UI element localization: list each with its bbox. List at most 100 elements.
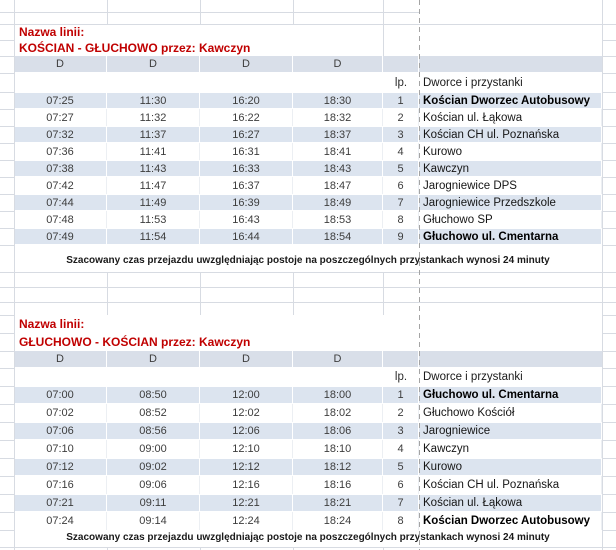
time-cell[interactable]: 16:20 bbox=[200, 93, 293, 108]
stop-cell[interactable]: Kościan CH ul. Poznańska bbox=[419, 127, 602, 142]
time-cell[interactable]: 16:31 bbox=[200, 143, 293, 160]
time-cell[interactable]: 07:38 bbox=[14, 161, 107, 176]
time-cell[interactable]: 18:02 bbox=[293, 404, 383, 422]
time-cell[interactable]: 16:27 bbox=[200, 127, 293, 142]
time-cell[interactable]: 18:30 bbox=[293, 93, 383, 108]
stop-cell[interactable]: Kawczyn bbox=[419, 440, 602, 458]
footer-note[interactable]: Szacowany czas przejazdu uwzględniając p… bbox=[66, 255, 550, 266]
lp-header[interactable]: lp. bbox=[394, 371, 408, 383]
time-cell[interactable]: 09:06 bbox=[107, 476, 200, 494]
time-cell[interactable]: 11:53 bbox=[107, 211, 200, 228]
time-cell[interactable]: 11:47 bbox=[107, 177, 200, 194]
lp-cell[interactable]: 2 bbox=[383, 404, 419, 422]
day-code-cell[interactable]: D bbox=[107, 351, 200, 367]
time-cell[interactable]: 16:22 bbox=[200, 109, 293, 126]
stop-cell[interactable]: Kawczyn bbox=[419, 161, 602, 176]
time-cell[interactable]: 09:11 bbox=[107, 495, 200, 511]
time-cell[interactable]: 16:33 bbox=[200, 161, 293, 176]
line-name-label[interactable]: Nazwa linii: bbox=[19, 25, 85, 39]
time-cell[interactable]: 07:27 bbox=[14, 109, 107, 126]
time-cell[interactable]: 12:21 bbox=[200, 495, 293, 511]
lp-cell[interactable]: 5 bbox=[383, 161, 419, 176]
time-cell[interactable]: 16:44 bbox=[200, 229, 293, 244]
time-cell[interactable]: 07:25 bbox=[14, 93, 107, 108]
stop-cell[interactable]: Głuchowo Kościół bbox=[419, 404, 602, 422]
lp-cell[interactable]: 2 bbox=[383, 109, 419, 126]
time-cell[interactable]: 12:02 bbox=[200, 404, 293, 422]
lp-cell[interactable]: 8 bbox=[383, 512, 419, 530]
lp-cell[interactable]: 6 bbox=[383, 177, 419, 194]
time-cell[interactable]: 07:48 bbox=[14, 211, 107, 228]
route-title[interactable]: GŁUCHOWO - KOŚCIAN przez: Kawczyn bbox=[19, 335, 251, 349]
time-cell[interactable]: 18:32 bbox=[293, 109, 383, 126]
lp-cell[interactable]: 1 bbox=[383, 387, 419, 403]
lp-cell[interactable]: 4 bbox=[383, 143, 419, 160]
time-cell[interactable]: 18:49 bbox=[293, 195, 383, 210]
time-cell[interactable]: 07:06 bbox=[14, 423, 107, 439]
footer-note[interactable]: Szacowany czas przejazdu uwzględniając p… bbox=[66, 532, 550, 543]
time-cell[interactable]: 18:16 bbox=[293, 476, 383, 494]
time-cell[interactable]: 18:24 bbox=[293, 512, 383, 530]
day-code-cell[interactable]: D bbox=[200, 351, 293, 367]
lp-cell[interactable]: 4 bbox=[383, 440, 419, 458]
stop-cell[interactable]: Kurowo bbox=[419, 459, 602, 475]
time-cell[interactable]: 18:41 bbox=[293, 143, 383, 160]
time-cell[interactable]: 16:43 bbox=[200, 211, 293, 228]
stop-cell[interactable]: Głuchowo ul. Cmentarna bbox=[419, 387, 602, 403]
stop-cell[interactable]: Kościan CH ul. Poznańska bbox=[419, 476, 602, 494]
lp-cell[interactable]: 8 bbox=[383, 211, 419, 228]
day-code-cell[interactable]: D bbox=[107, 56, 200, 72]
time-cell[interactable]: 11:41 bbox=[107, 143, 200, 160]
time-cell[interactable]: 07:02 bbox=[14, 404, 107, 422]
time-cell[interactable]: 12:00 bbox=[200, 387, 293, 403]
time-cell[interactable]: 18:21 bbox=[293, 495, 383, 511]
stop-cell[interactable]: Głuchowo SP bbox=[419, 211, 602, 228]
day-code-cell[interactable]: D bbox=[14, 351, 107, 367]
time-cell[interactable]: 08:52 bbox=[107, 404, 200, 422]
stop-cell[interactable]: Jarogniewice DPS bbox=[419, 177, 602, 194]
time-cell[interactable]: 18:47 bbox=[293, 177, 383, 194]
time-cell[interactable]: 07:36 bbox=[14, 143, 107, 160]
time-cell[interactable]: 11:30 bbox=[107, 93, 200, 108]
stop-cell[interactable]: Kościan Dworzec Autobusowy bbox=[419, 512, 602, 530]
lp-cell[interactable]: 7 bbox=[383, 495, 419, 511]
time-cell[interactable]: 11:32 bbox=[107, 109, 200, 126]
time-cell[interactable]: 07:24 bbox=[14, 512, 107, 530]
stop-cell[interactable]: Kościan Dworzec Autobusowy bbox=[419, 93, 602, 108]
stop-cell[interactable]: Jarogniewice Przedszkole bbox=[419, 195, 602, 210]
time-cell[interactable]: 12:16 bbox=[200, 476, 293, 494]
time-cell[interactable]: 07:21 bbox=[14, 495, 107, 511]
time-cell[interactable]: 07:32 bbox=[14, 127, 107, 142]
time-cell[interactable]: 07:00 bbox=[14, 387, 107, 403]
lp-cell[interactable]: 3 bbox=[383, 423, 419, 439]
time-cell[interactable]: 09:14 bbox=[107, 512, 200, 530]
time-cell[interactable]: 12:06 bbox=[200, 423, 293, 439]
lp-cell[interactable]: 1 bbox=[383, 93, 419, 108]
day-code-cell[interactable]: D bbox=[293, 56, 383, 72]
time-cell[interactable]: 07:12 bbox=[14, 459, 107, 475]
lp-header[interactable]: lp. bbox=[394, 76, 408, 89]
lp-cell[interactable]: 7 bbox=[383, 195, 419, 210]
time-cell[interactable]: 07:44 bbox=[14, 195, 107, 210]
time-cell[interactable]: 08:50 bbox=[107, 387, 200, 403]
time-cell[interactable]: 11:49 bbox=[107, 195, 200, 210]
time-cell[interactable]: 18:37 bbox=[293, 127, 383, 142]
lp-cell[interactable]: 5 bbox=[383, 459, 419, 475]
time-cell[interactable]: 11:54 bbox=[107, 229, 200, 244]
time-cell[interactable]: 16:37 bbox=[200, 177, 293, 194]
time-cell[interactable]: 18:12 bbox=[293, 459, 383, 475]
time-cell[interactable]: 11:43 bbox=[107, 161, 200, 176]
stops-header[interactable]: Dworce i przystanki bbox=[423, 76, 523, 89]
stop-cell[interactable]: Kościan ul. Łąkowa bbox=[419, 109, 602, 126]
time-cell[interactable]: 12:24 bbox=[200, 512, 293, 530]
time-cell[interactable]: 18:54 bbox=[293, 229, 383, 244]
time-cell[interactable]: 09:02 bbox=[107, 459, 200, 475]
lp-cell[interactable]: 3 bbox=[383, 127, 419, 142]
time-cell[interactable]: 09:00 bbox=[107, 440, 200, 458]
day-code-cell[interactable]: D bbox=[293, 351, 383, 367]
day-code-cell[interactable]: D bbox=[200, 56, 293, 72]
time-cell[interactable]: 07:42 bbox=[14, 177, 107, 194]
time-cell[interactable]: 18:06 bbox=[293, 423, 383, 439]
stop-cell[interactable]: Kurowo bbox=[419, 143, 602, 160]
line-name-label[interactable]: Nazwa linii: bbox=[19, 317, 85, 331]
